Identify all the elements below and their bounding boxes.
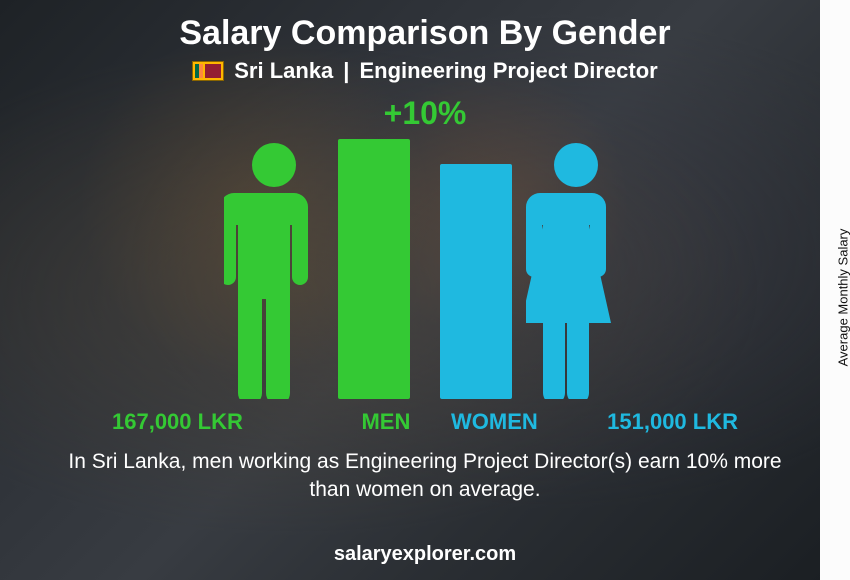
salary-women: 151,000 LKR	[607, 409, 738, 435]
yaxis-strip: Average Monthly Salary	[820, 0, 850, 580]
salary-men: 167,000 LKR	[112, 409, 243, 435]
group-women	[440, 139, 750, 399]
subtitle-separator: |	[343, 58, 349, 84]
footer-brand: salaryexplorer.com	[0, 543, 850, 566]
pct-diff-badge: +10%	[384, 95, 467, 132]
woman-icon	[526, 139, 626, 399]
flag-icon	[192, 61, 224, 81]
description: In Sri Lanka, men working as Engineering…	[60, 448, 790, 505]
bar-women	[440, 164, 512, 399]
label-row: 167,000 LKR MEN WOMEN 151,000 LKR	[90, 403, 760, 435]
category-men: MEN	[361, 409, 410, 435]
chart-area: +10% 167,000 LKR MEN WOMEN 151,000 LKR	[90, 95, 760, 435]
subtitle: Sri Lanka | Engineering Project Director	[0, 58, 850, 84]
category-women: WOMEN	[451, 409, 538, 435]
group-men	[100, 139, 410, 399]
subtitle-country: Sri Lanka	[234, 58, 333, 84]
bar-men	[338, 139, 410, 399]
page-title: Salary Comparison By Gender	[0, 14, 850, 53]
yaxis-label: Average Monthly Salary	[836, 229, 850, 367]
subtitle-role: Engineering Project Director	[359, 58, 657, 84]
man-icon	[224, 139, 324, 399]
